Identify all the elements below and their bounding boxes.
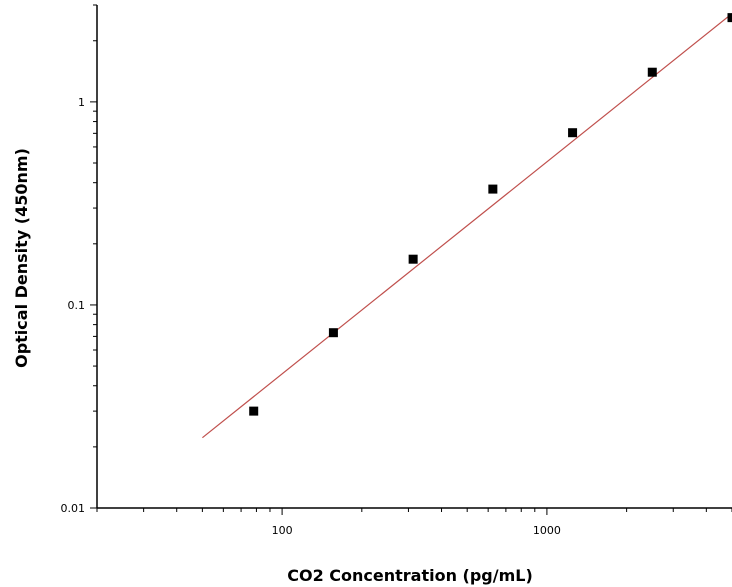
x-tick-label: 100: [272, 524, 293, 537]
data-point: [727, 13, 732, 23]
y-tick-label: 0.01: [61, 502, 86, 515]
data-point: [328, 328, 338, 338]
data-points-layer: [249, 13, 732, 416]
fit-line-layer: [202, 13, 732, 439]
x-axis-title: CO2 Concentration (pg/mL): [287, 566, 533, 585]
data-point: [249, 406, 259, 416]
fit-line: [202, 13, 732, 439]
data-point: [488, 184, 498, 194]
y-axis-title: Optical Density (450nm): [12, 148, 31, 368]
ticks-layer: 0.01 0.1 1 100 1000: [61, 4, 732, 537]
data-point: [568, 128, 578, 138]
data-point: [647, 67, 657, 77]
x-tick-label: 1000: [533, 524, 561, 537]
data-point: [408, 254, 418, 264]
y-tick-label: 1: [78, 96, 85, 109]
y-tick-label: 0.1: [68, 299, 86, 312]
